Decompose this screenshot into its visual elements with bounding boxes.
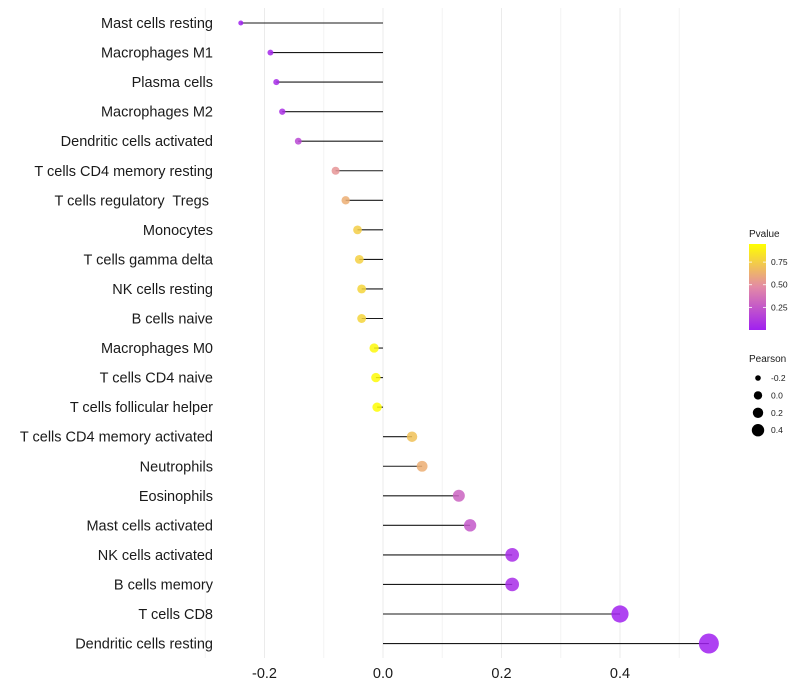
x-tick-label: 0.2	[491, 666, 511, 682]
stems	[240, 22, 709, 645]
x-tick-label: 0.0	[373, 666, 393, 682]
x-tick-label: -0.2	[252, 666, 277, 682]
size-key-label: -0.2	[771, 373, 786, 383]
y-axis-label: Macrophages M2	[101, 105, 213, 121]
point	[369, 343, 379, 353]
x-axis-ticks: -0.2 0.0 0.2 0.4	[252, 666, 630, 682]
point	[372, 402, 382, 412]
size-key-dot	[755, 375, 761, 381]
size-key-label: 0.4	[771, 425, 783, 435]
points	[238, 20, 719, 654]
point	[341, 196, 350, 205]
point	[371, 372, 381, 383]
y-axis-label: T cells CD4 memory resting	[34, 164, 213, 180]
size-key-dot	[751, 424, 765, 437]
colorbar-tick-label: 0.75	[771, 257, 788, 267]
y-axis-label: B cells naive	[132, 312, 213, 328]
point	[267, 49, 274, 56]
y-axis-label: T cells follicular helper	[70, 400, 213, 416]
y-axis-label: Eosinophils	[139, 489, 213, 505]
y-axis-label: Plasma cells	[132, 75, 213, 91]
y-axis-label: T cells gamma delta	[84, 252, 214, 268]
point	[353, 225, 362, 235]
colorbar-tick-label: 0.25	[771, 302, 788, 312]
point	[406, 431, 418, 442]
point	[505, 548, 520, 562]
point	[611, 605, 629, 623]
point	[357, 314, 367, 323]
grid-lines	[204, 8, 680, 658]
y-axis-label: T cells CD4 naive	[100, 371, 213, 387]
y-axis-label: Neutrophils	[140, 459, 213, 475]
y-axis-label: NK cells resting	[112, 282, 213, 298]
y-axis-label: NK cells activated	[98, 548, 213, 564]
pearson-legend-title: Pearson	[749, 354, 786, 365]
size-key-dot	[753, 391, 763, 400]
point	[452, 489, 465, 502]
point	[354, 255, 364, 264]
point	[331, 166, 340, 175]
size-key-label: 0.2	[771, 408, 783, 418]
point	[463, 519, 477, 532]
colorbar-tick-label: 0.50	[771, 280, 788, 290]
size-key-dot	[752, 407, 764, 418]
point	[698, 633, 719, 654]
point	[279, 108, 286, 115]
y-axis-label: Mast cells resting	[101, 16, 213, 32]
y-axis-labels: Mast cells resting Macrophages M1 Plasma c…	[20, 16, 214, 653]
point	[238, 20, 244, 26]
pearson-legend: Pearson -0.2 0.0 0.2 0.4	[749, 354, 786, 437]
x-tick-label: 0.4	[610, 666, 630, 682]
pvalue-colorbar	[749, 244, 766, 330]
y-axis-label: T cells CD8	[138, 607, 213, 623]
point	[505, 577, 520, 592]
point	[416, 460, 428, 472]
point	[294, 137, 302, 145]
y-axis-label: Dendritic cells activated	[61, 134, 213, 150]
size-key-label: 0.0	[771, 390, 783, 400]
pvalue-legend-title: Pvalue	[749, 229, 780, 240]
point	[357, 284, 367, 294]
y-axis-label: Macrophages M1	[101, 46, 213, 62]
y-axis-label: Mast cells activated	[86, 518, 213, 534]
y-axis-label: Dendritic cells resting	[75, 637, 213, 653]
pvalue-legend: Pvalue 0.25 0.50 0.75	[749, 229, 788, 330]
y-axis-label: B cells memory	[114, 577, 214, 593]
y-axis-label: Monocytes	[143, 223, 213, 239]
y-axis-label: T cells regulatory Tregs	[55, 193, 214, 209]
y-axis-label: T cells CD4 memory activated	[20, 430, 213, 446]
y-axis-label: Macrophages M0	[101, 341, 213, 357]
point	[273, 79, 280, 86]
